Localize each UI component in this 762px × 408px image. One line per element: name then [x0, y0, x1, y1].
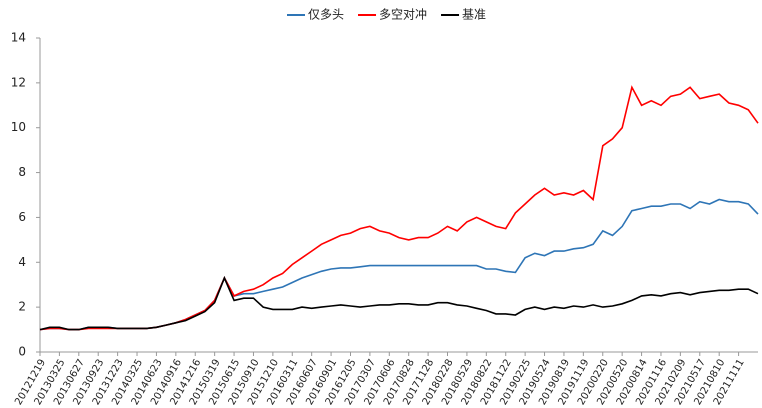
y-tick-label: 10	[11, 120, 26, 134]
legend-label: 多空对冲	[379, 7, 427, 22]
legend-label: 基准	[462, 8, 486, 22]
y-tick-label: 4	[18, 255, 26, 269]
y-tick-label: 14	[11, 31, 26, 45]
y-tick-label: 8	[18, 165, 26, 179]
series-line	[39, 198, 759, 331]
y-tick-label: 2	[18, 300, 26, 314]
series-line	[39, 275, 759, 331]
y-tick-label: 0	[18, 345, 26, 359]
y-tick-label: 6	[18, 210, 26, 224]
series-line	[39, 85, 759, 331]
legend-label: 仅多头	[308, 8, 344, 22]
y-tick-label: 12	[11, 75, 26, 89]
